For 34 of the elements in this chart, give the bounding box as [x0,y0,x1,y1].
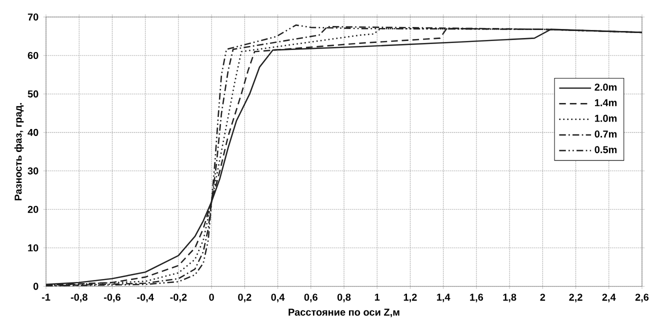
x-tick-label: -0,4 [137,294,154,302]
y-tick-label: 50 [28,90,38,98]
x-tick-label: -1 [42,294,50,300]
x-tick-label: 1,6 [470,294,484,302]
x-tick-label: 1,8 [503,294,516,302]
x-axis-title: Расстояние по оси Z,м [288,308,400,317]
x-tick-label: 0,8 [337,294,351,302]
x-tick-label: 2,6 [635,294,649,302]
y-tick-label: 30 [28,167,38,174]
legend-label: 0.5m [594,146,617,154]
x-tick-label: -0,2 [170,294,187,302]
x-tick-label: 1,4 [437,294,450,302]
x-tick-label: 1,2 [404,294,417,302]
x-tick-label: 2,2 [569,294,582,302]
legend-label: 0.7m [594,130,617,138]
y-tick-label: 20 [28,206,38,213]
x-tick-label: 2,4 [602,294,616,302]
x-tick-label: 0,6 [304,294,318,302]
x-tick-label: 0,2 [238,294,252,302]
y-tick-label: 70 [28,13,38,20]
legend-label: 2.0m [594,83,617,91]
x-tick-label: 0 [209,294,214,301]
legend-label: 1.0m [595,114,617,122]
x-tick-label: -0,6 [104,294,120,302]
y-tick-label: 10 [28,244,38,252]
y-tick-label: 60 [28,52,38,59]
y-axis-title: Разность фаз, град. [14,102,24,200]
x-tick-label: -0,8 [70,294,88,302]
x-tick-label: 1 [374,294,380,300]
y-tick-label: 40 [28,128,38,136]
y-tick-label: 0 [33,282,38,290]
legend-label: 1.4m [595,99,617,106]
x-tick-label: 0,4 [271,294,285,302]
x-tick-label: 2 [540,294,546,301]
